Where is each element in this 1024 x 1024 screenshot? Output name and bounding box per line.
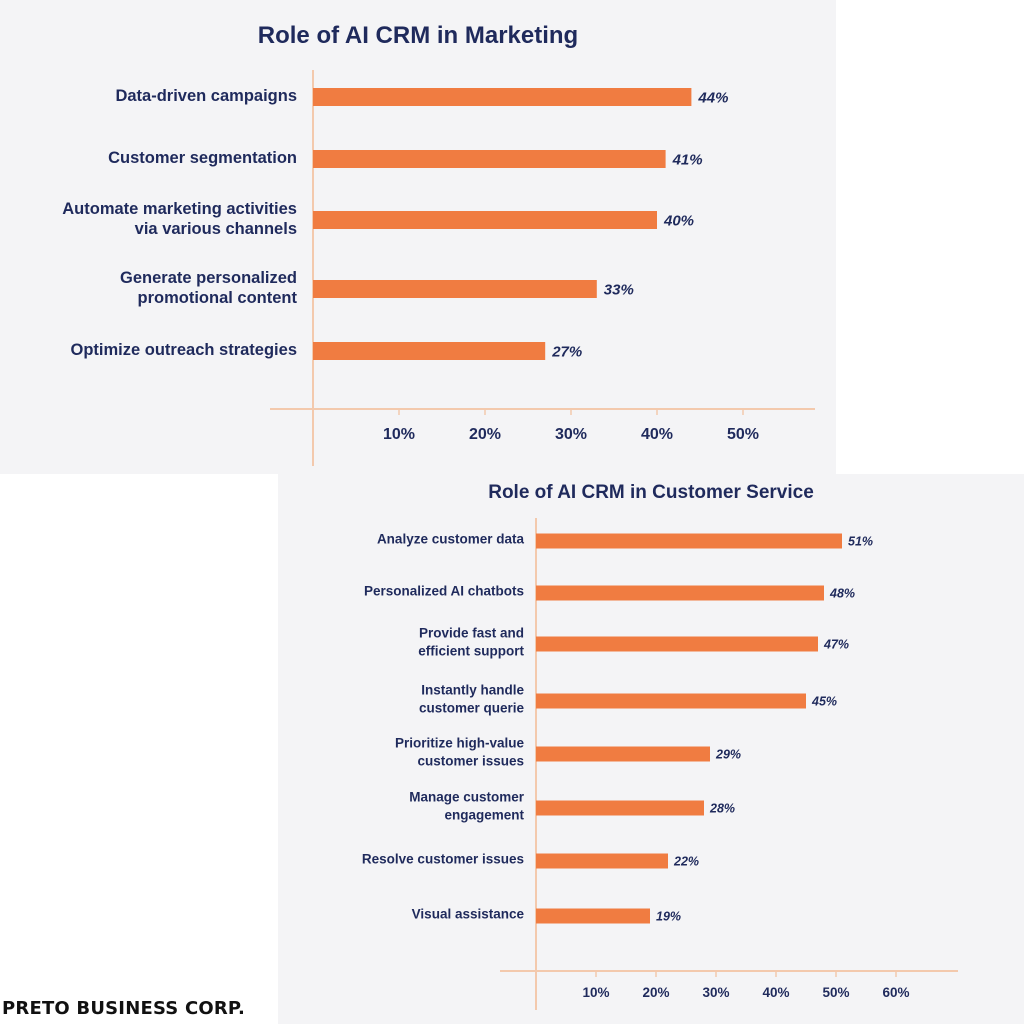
category-label-line: Resolve customer issues [362, 852, 524, 867]
bar [313, 211, 657, 229]
x-tick-label: 10% [582, 985, 609, 1000]
x-tick-label: 30% [555, 426, 587, 443]
category-label-line: Instantly handle [421, 683, 524, 698]
marketing-chart-title: Role of AI CRM in Marketing [257, 22, 579, 49]
category-label: Manage customer engagement [409, 790, 525, 823]
customer-service-chart-panel: Role of AI CRM in Customer Service 10% 20… [278, 474, 1024, 1024]
category-label-line: promotional content [138, 289, 298, 307]
category-label-line: engagement [444, 808, 524, 823]
data-label: 45% [811, 695, 837, 709]
bar [536, 853, 668, 869]
x-tick-label: 30% [702, 985, 729, 1000]
category-label: Automate marketing activities via various… [62, 200, 297, 238]
bar [313, 280, 597, 298]
bar [536, 533, 842, 549]
x-tick-label: 20% [642, 985, 669, 1000]
x-tick-label: 10% [383, 426, 415, 443]
bar [313, 342, 546, 360]
customer-service-bar-chart: 10% 20% 30% 40% 50% 60% 51% Analyze customer da… [362, 518, 958, 1010]
data-label: 27% [551, 343, 582, 360]
bar [536, 636, 818, 652]
x-tick-label: 50% [727, 426, 759, 443]
x-tick-label: 40% [762, 985, 789, 1000]
bar [536, 800, 704, 816]
bar [313, 150, 666, 168]
bar [536, 746, 710, 762]
data-label: 48% [829, 587, 855, 601]
data-label: 28% [709, 802, 735, 816]
data-label: 44% [697, 89, 728, 106]
category-label-line: Prioritize high-value [395, 736, 525, 751]
category-label: Generate personalized promotional content [120, 269, 297, 307]
category-label-line: efficient support [418, 644, 524, 659]
customer-service-chart-title: Role of AI CRM in Customer Service [488, 482, 814, 503]
category-label: Instantly handle customer querie [419, 683, 525, 716]
footer-brand-name: PRETO BUSINESS CORP. [2, 998, 246, 1019]
category-label-line: Automate marketing activities [62, 200, 297, 218]
data-label: 22% [673, 855, 699, 869]
category-label-line: via various channels [135, 220, 297, 238]
category-label-line: customer querie [419, 701, 525, 716]
category-label-line: Generate personalized [120, 269, 297, 287]
data-label: 41% [672, 151, 703, 168]
category-label-line: Data-driven campaigns [115, 87, 297, 105]
category-label-line: Customer segmentation [108, 149, 297, 167]
data-label: 33% [604, 281, 634, 298]
marketing-bar-chart: 10% 20% 30% 40% 50% 44% Data-driven campaigns 4… [62, 70, 815, 466]
x-tick-label: 50% [822, 985, 849, 1000]
category-label: Visual assistance [412, 907, 525, 922]
x-tick-label: 40% [641, 426, 673, 443]
category-label-line: Optimize outreach strategies [71, 341, 297, 359]
marketing-chart-panel: Role of AI CRM in Marketing 10% 20% 30% 40%… [0, 0, 836, 474]
bar [536, 908, 650, 924]
bar [536, 585, 824, 601]
category-label-line: Manage customer [409, 790, 525, 805]
category-label-line: Personalized AI chatbots [364, 584, 524, 599]
category-label: Customer segmentation [108, 149, 297, 167]
category-label: Personalized AI chatbots [364, 584, 524, 599]
data-label: 40% [663, 212, 694, 229]
x-tick-label: 20% [469, 426, 501, 443]
category-label-line: Analyze customer data [377, 532, 525, 547]
category-label-line: customer issues [417, 754, 524, 769]
category-label: Optimize outreach strategies [71, 341, 297, 359]
bar [536, 693, 806, 709]
x-tick-label: 60% [882, 985, 909, 1000]
data-label: 51% [848, 535, 873, 549]
category-label: Provide fast and efficient support [418, 626, 524, 659]
category-label: Analyze customer data [377, 532, 525, 547]
category-label-line: Provide fast and [419, 626, 524, 641]
data-label: 29% [715, 748, 741, 762]
category-label: Data-driven campaigns [115, 87, 297, 105]
bar [313, 88, 692, 106]
data-label: 19% [656, 910, 681, 924]
category-label: Prioritize high-value customer issues [395, 736, 525, 769]
data-label: 47% [823, 638, 849, 652]
category-label-line: Visual assistance [412, 907, 525, 922]
category-label: Resolve customer issues [362, 852, 524, 867]
